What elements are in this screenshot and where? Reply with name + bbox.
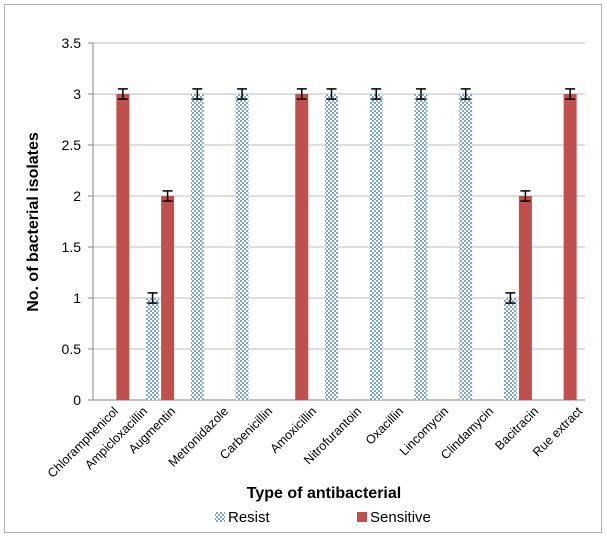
error-bar (565, 88, 576, 100)
y-tick-label: 0.5 (62, 341, 82, 357)
bar-resist (503, 298, 517, 400)
error-bar (162, 190, 173, 202)
error-bar (371, 88, 382, 100)
bar-resist (369, 94, 383, 400)
bar-resist (325, 94, 338, 400)
bar-resist (414, 94, 428, 400)
legend-label-sensitive: Sensitive (370, 509, 431, 526)
bar-resist (146, 298, 160, 400)
bar-resist (459, 94, 473, 400)
error-bar (505, 292, 516, 304)
legend-swatch-sensitive (357, 512, 367, 522)
legend-label-resist: Resist (228, 509, 271, 526)
bar-sensitive (161, 196, 175, 400)
error-bar (326, 88, 337, 100)
x-category-label: Oxacillin (363, 404, 406, 447)
y-tick-label: 3 (73, 86, 81, 102)
error-bar (117, 88, 128, 100)
error-bar (520, 190, 531, 202)
error-bar (192, 88, 203, 100)
bar-sensitive (563, 94, 577, 400)
x-axis-title: Type of antibacterial (247, 485, 401, 502)
error-bar (415, 88, 426, 100)
bar-resist (190, 94, 204, 400)
bar-sensitive (295, 94, 309, 400)
y-axis-title: No. of bacterial isolates (25, 132, 42, 312)
y-tick-label: 2 (73, 188, 81, 204)
error-bar (237, 88, 248, 100)
y-tick-label: 0 (73, 392, 81, 408)
y-tick-label: 2.5 (62, 137, 82, 153)
y-tick-label: 1.5 (62, 239, 82, 255)
error-bar (460, 88, 471, 100)
bar-sensitive (116, 94, 130, 400)
y-tick-label: 1 (73, 290, 81, 306)
error-bar (147, 292, 158, 304)
bar-sensitive (518, 196, 532, 400)
legend-swatch-resist (215, 512, 225, 522)
y-tick-label: 3.5 (62, 35, 82, 51)
legend: Resist Sensitive (215, 509, 431, 526)
error-bar (296, 88, 307, 100)
bar-resist (235, 94, 249, 400)
